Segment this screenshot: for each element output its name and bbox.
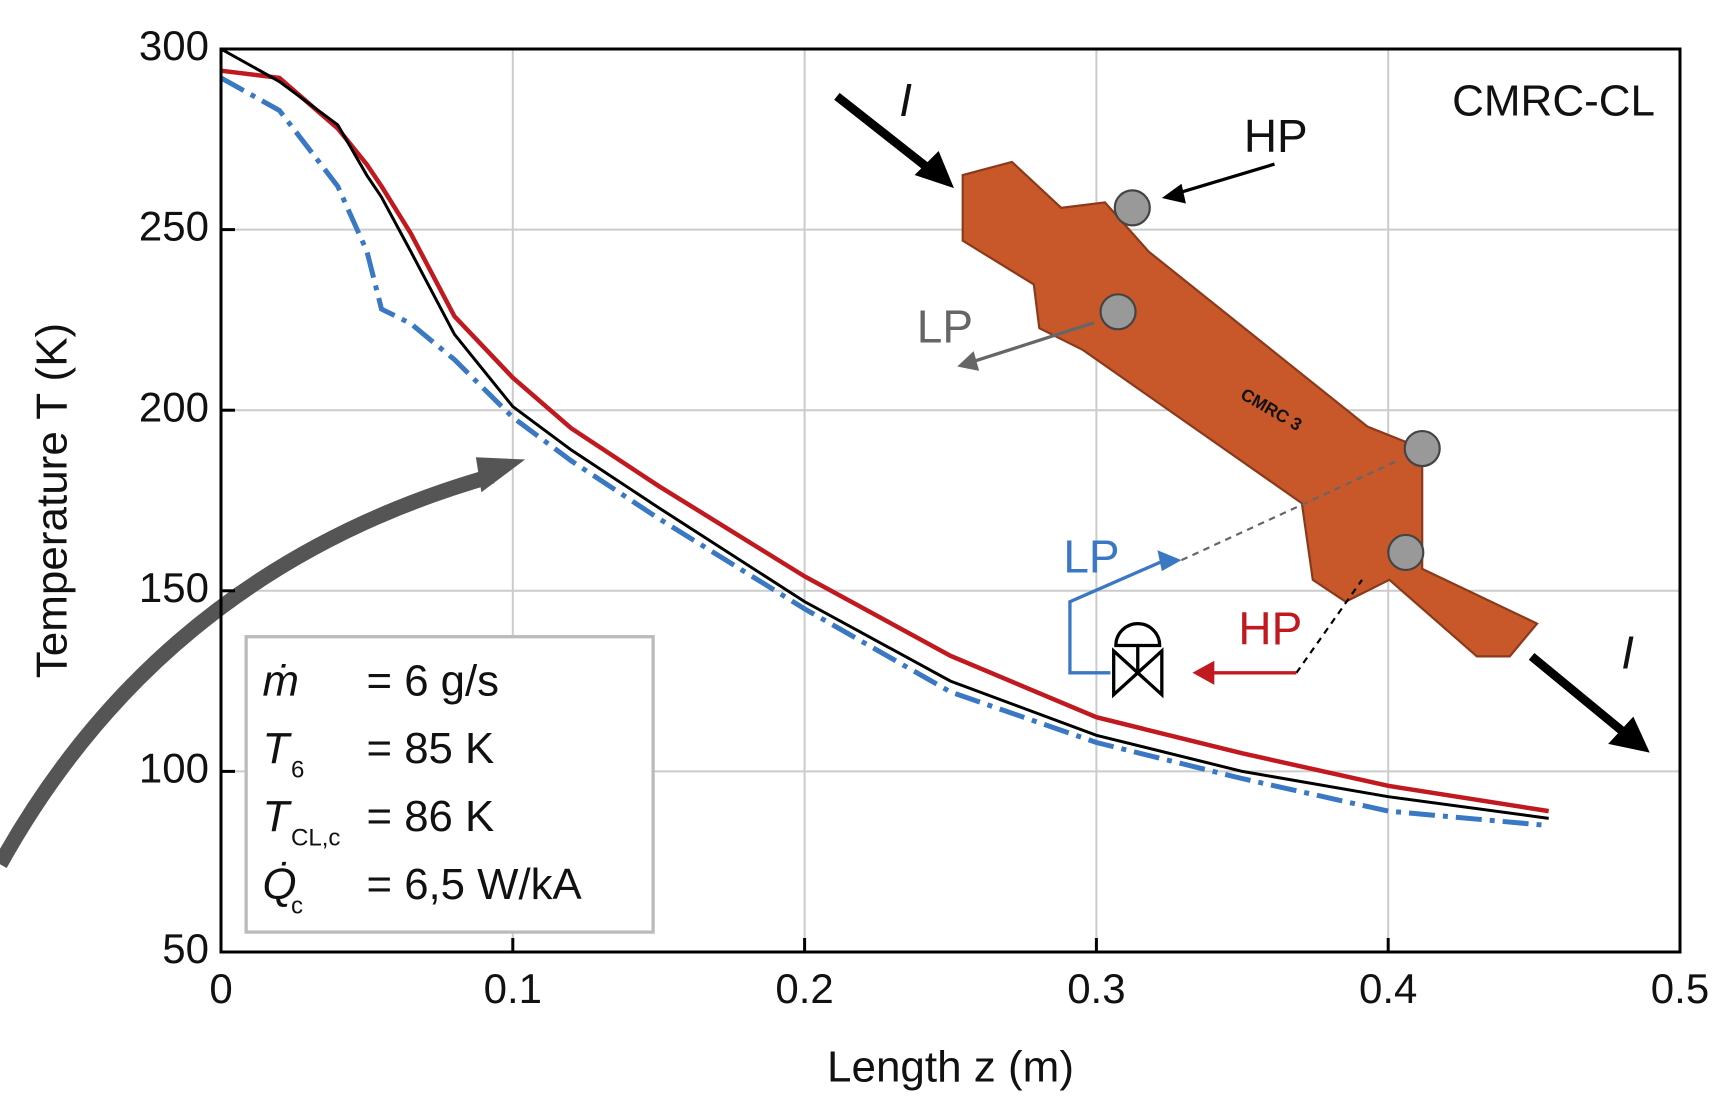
param-value: = 86 K bbox=[366, 792, 494, 841]
x-tick-label: 0.3 bbox=[1067, 965, 1125, 1012]
param-subscript: 6 bbox=[291, 757, 304, 784]
chart: CMRC 3 I HP LP LP HP I ṁ= 6 g/sT6= 85 KT… bbox=[0, 0, 1716, 1099]
arrow bbox=[1532, 656, 1625, 733]
x-axis-label: Length z (m) bbox=[827, 1043, 1074, 1092]
label: LP bbox=[917, 301, 973, 353]
param-subscript: CL,c bbox=[291, 824, 340, 851]
arrow-head bbox=[1192, 661, 1214, 685]
x-tick-label: 0.5 bbox=[1651, 965, 1709, 1012]
param-value: = 6,5 W/kA bbox=[366, 860, 582, 909]
y-tick-label: 200 bbox=[139, 383, 209, 430]
y-tick-label: 100 bbox=[139, 744, 209, 791]
label: LP bbox=[1063, 530, 1119, 582]
param-value: = 6 g/s bbox=[366, 656, 499, 705]
param-symbol: T bbox=[263, 792, 293, 841]
valve bbox=[1114, 624, 1162, 695]
arrow bbox=[837, 96, 930, 169]
x-tick-label: 0.2 bbox=[775, 965, 833, 1012]
y-tick-label: 300 bbox=[139, 22, 209, 69]
arrow-head bbox=[957, 351, 979, 371]
label: I bbox=[1621, 627, 1634, 679]
arrow-head bbox=[1162, 184, 1186, 204]
label: HP bbox=[1244, 110, 1308, 162]
param-value: = 85 K bbox=[366, 724, 494, 773]
y-tick-label: 150 bbox=[139, 564, 209, 611]
current-lead bbox=[963, 162, 1537, 656]
param-symbol: T bbox=[263, 724, 293, 773]
arrow bbox=[1176, 164, 1274, 194]
label: HP bbox=[1238, 602, 1302, 654]
x-tick-label: 0.1 bbox=[484, 965, 542, 1012]
diagram: CMRC 3 I HP LP LP HP I bbox=[0, 74, 1650, 932]
param-subscript: c bbox=[291, 892, 303, 919]
x-tick-label: 0 bbox=[209, 965, 232, 1012]
annotation: CMRC-CL bbox=[1452, 77, 1655, 126]
x-tick-label: 0.4 bbox=[1359, 965, 1417, 1012]
y-tick-label: 250 bbox=[139, 203, 209, 250]
big-arrow-head bbox=[476, 457, 525, 492]
dashed-link bbox=[1296, 580, 1362, 673]
y-tick-label: 50 bbox=[162, 925, 209, 972]
y-axis-label: Temperature T (K) bbox=[28, 323, 77, 678]
arrow-head bbox=[915, 151, 954, 188]
label: I bbox=[899, 74, 912, 126]
param-symbol: ṁ bbox=[263, 656, 299, 705]
arrow-head bbox=[1157, 550, 1181, 571]
